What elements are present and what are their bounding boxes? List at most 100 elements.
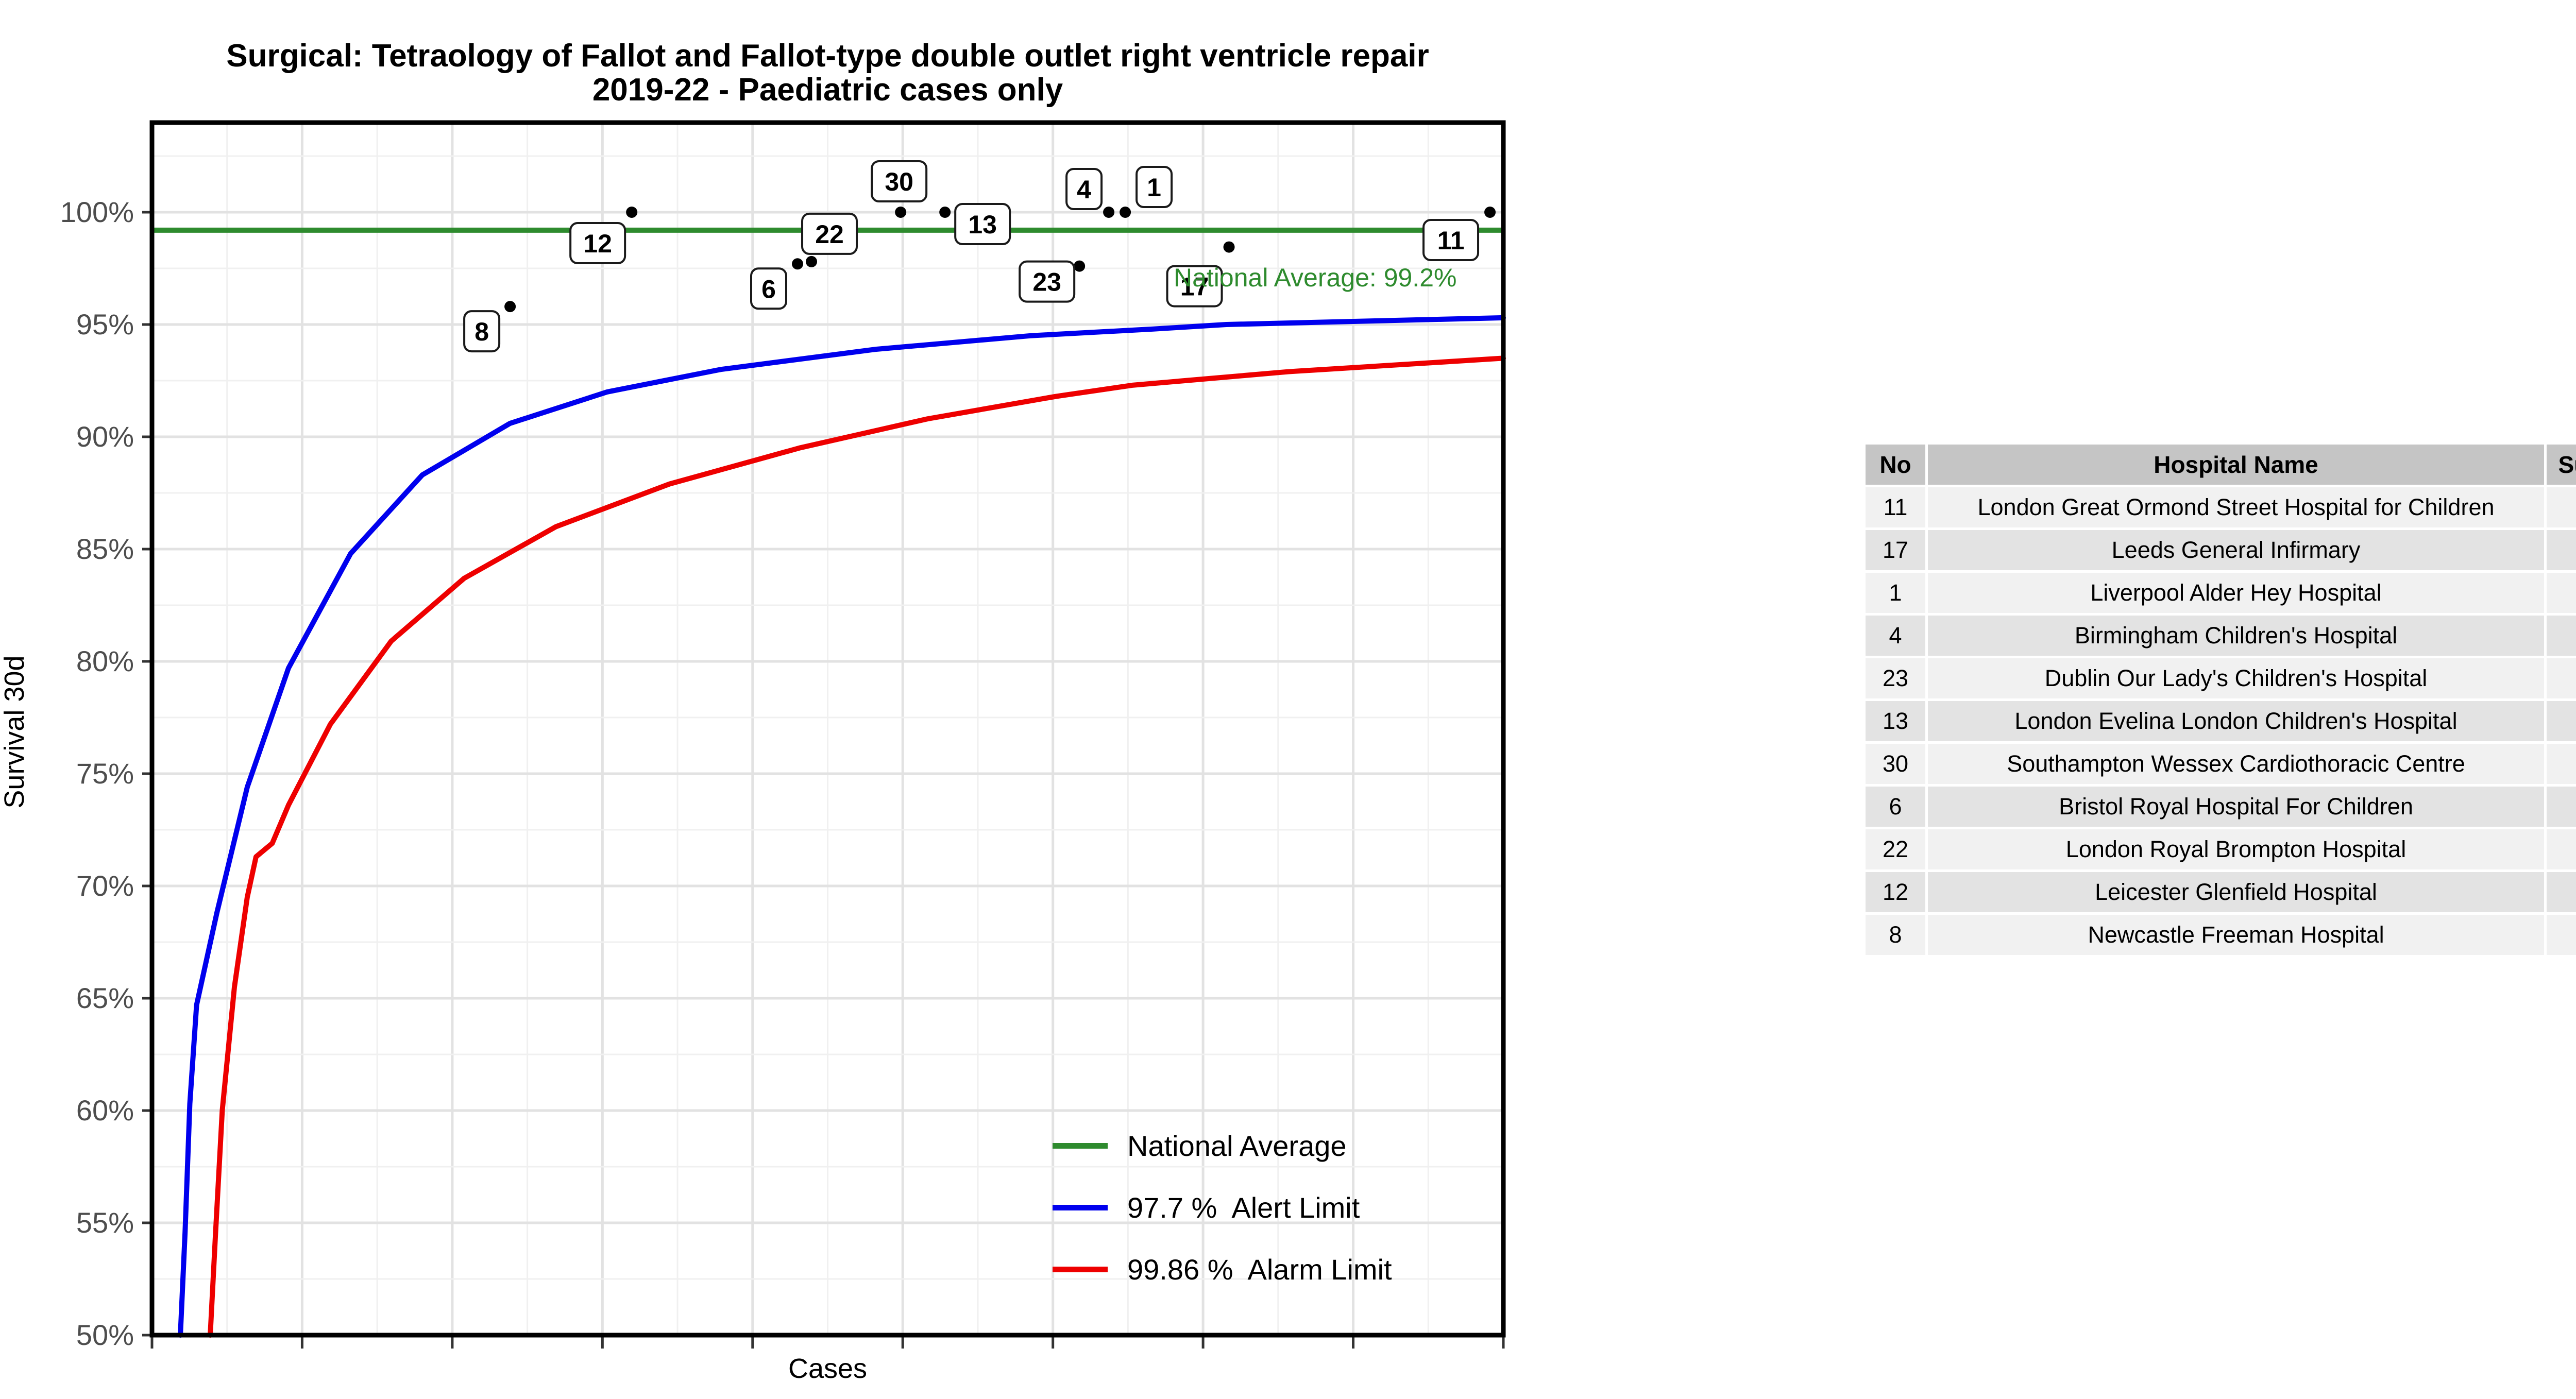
hospital-survival: 100% (2547, 872, 2576, 912)
point-label-text: 1 (1147, 173, 1161, 202)
point-label-text: 22 (815, 220, 844, 249)
y-tick-label-85: 85% (76, 533, 134, 565)
point-label-text: 23 (1032, 268, 1061, 297)
hospital-name: London Evelina London Children's Hospita… (1928, 701, 2544, 741)
table-row: 30 Southampton Wessex Cardiothoracic Cent… (1866, 744, 2576, 784)
y-axis-title: Survival 30d (0, 655, 30, 809)
hospital-survival: 100% (2547, 573, 2576, 613)
y-tick-label-50: 50% (76, 1319, 134, 1351)
y-tick-label-70: 70% (76, 869, 134, 902)
legend-item-alert-limit: 97.7 % Alert Limit (1053, 1176, 1392, 1238)
legend-label: 97.7 % Alert Limit (1127, 1191, 1360, 1224)
data-point-17 (1223, 241, 1235, 253)
point-label-8: 8 (463, 310, 501, 353)
data-point-22 (806, 255, 818, 267)
y-tick-label-55: 55% (76, 1206, 134, 1239)
table-row: 13 London Evelina London Children's Hospi… (1866, 701, 2576, 741)
point-label-22: 22 (801, 212, 858, 255)
data-point-30 (895, 207, 907, 218)
point-label-box (1065, 168, 1103, 210)
point-label-6: 6 (750, 267, 788, 310)
axis-ticks: 100% 95% 90% 85% 80% 75% 70% 65% 60% 55% 50% (60, 196, 1505, 1351)
data-point-13 (939, 207, 951, 218)
y-tick-label-95: 95% (76, 308, 134, 340)
x-axis-title: Cases (788, 1353, 868, 1384)
table-row: 11 London Great Ormond Street Hospital fo… (1866, 487, 2576, 527)
point-label-13: 13 (954, 203, 1011, 245)
point-label-box (463, 310, 501, 353)
y-tick-label-90: 90% (76, 420, 134, 453)
hospital-no: 1 (1866, 573, 1925, 613)
table-header-no: No (1866, 445, 1925, 485)
legend-swatch-alarm-limit (1053, 1266, 1108, 1272)
point-label-text: 17 (1180, 272, 1209, 301)
hospital-name: Bristol Royal Hospital For Children (1928, 787, 2544, 827)
point-label-11: 11 (1422, 219, 1480, 261)
hospital-survival: 96% (2547, 915, 2576, 955)
point-label-23: 23 (1019, 260, 1076, 303)
hospital-name: Newcastle Freeman Hospital (1928, 915, 2544, 955)
y-tick-label-100: 100% (60, 196, 134, 228)
legend-label: National Average (1127, 1129, 1347, 1162)
point-label-text: 12 (583, 229, 612, 258)
national-average-annotation: National Average: 99.2% (1174, 263, 1456, 292)
legend-item-national-average: National Average (1053, 1115, 1392, 1176)
y-tick-label-65: 65% (76, 982, 134, 1014)
survival-funnel-chart: 100% 95% 90% 85% 80% 75% 70% 65% 60% 55% 50% 8 12 6 22… (60, 120, 1506, 1351)
hospital-no: 12 (1866, 872, 1925, 912)
hospital-survival: 98% (2547, 658, 2576, 698)
point-label-box (569, 222, 626, 264)
data-point-23 (1074, 260, 1086, 272)
hospital-name: Birmingham Children's Hospital (1928, 616, 2544, 656)
point-label-text: 11 (1437, 226, 1465, 255)
hospital-name: Dublin Our Lady's Children's Hospital (1928, 658, 2544, 698)
point-label-text: 8 (474, 317, 489, 346)
y-tick-label-60: 60% (76, 1094, 134, 1127)
chart-title: Surgical: Tetraology of Fallot and Fallo… (152, 39, 1503, 107)
table-header-hospital-name: Hospital Name (1928, 445, 2544, 485)
point-labels: 8 12 6 22 30 13 23 4 1 17 11 (463, 160, 1480, 353)
point-label-text: 30 (885, 167, 913, 196)
point-label-box (750, 267, 788, 310)
hospital-name: Leicester Glenfield Hospital (1928, 872, 2544, 912)
plot-border (149, 120, 1506, 1338)
hospital-name: Leeds General Infirmary (1928, 530, 2544, 570)
table-body: 11 London Great Ormond Street Hospital fo… (1866, 487, 2576, 955)
data-point-11 (1484, 207, 1496, 218)
point-label-box (1166, 265, 1223, 308)
data-point-4 (1103, 207, 1115, 218)
data-point-1 (1120, 207, 1131, 218)
data-point-6 (792, 258, 804, 270)
hospital-survival: 100% (2547, 744, 2576, 784)
hospital-name: Liverpool Alder Hey Hospital (1928, 573, 2544, 613)
point-label-box (871, 160, 928, 202)
hospital-no: 13 (1866, 701, 1925, 741)
point-label-17: 17 (1166, 265, 1223, 308)
point-label-box (801, 212, 858, 255)
point-label-box (1136, 166, 1173, 208)
hospital-no: 23 (1866, 658, 1925, 698)
alert-limit-line (178, 315, 1506, 1338)
point-label-4: 4 (1065, 168, 1103, 210)
y-tick-label-80: 80% (76, 645, 134, 677)
hospital-no: 6 (1866, 787, 1925, 827)
hospital-survival: 98% (2547, 829, 2576, 869)
alarm-limit-line (208, 355, 1506, 1338)
hospital-no: 4 (1866, 616, 1925, 656)
point-label-box (1019, 260, 1076, 303)
hospital-name: London Great Ormond Street Hospital for … (1928, 487, 2544, 527)
hospital-survival: 100% (2547, 701, 2576, 741)
legend-label: 99.86 % Alarm Limit (1127, 1253, 1392, 1286)
legend-swatch-alert-limit (1053, 1204, 1108, 1210)
data-point-12 (626, 207, 638, 218)
point-label-30: 30 (871, 160, 928, 202)
chart-legend: National Average 97.7 % Alert Limit 99.86 … (1053, 1115, 1392, 1300)
